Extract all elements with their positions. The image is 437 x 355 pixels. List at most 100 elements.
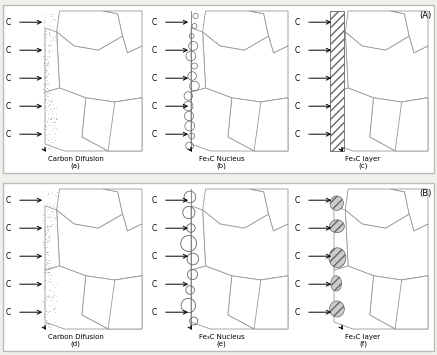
Point	[51, 34, 58, 40]
Text: C: C	[295, 196, 300, 205]
Point	[46, 202, 53, 208]
Point	[50, 306, 57, 312]
Point	[41, 246, 48, 251]
Point	[45, 260, 52, 266]
Point	[45, 261, 52, 266]
Point	[47, 42, 54, 48]
Text: C: C	[6, 224, 11, 233]
Point	[49, 134, 56, 140]
Point	[48, 99, 55, 104]
Text: Fe₃C layer: Fe₃C layer	[345, 156, 381, 162]
Point	[44, 93, 51, 99]
Point	[46, 324, 53, 330]
Point	[40, 241, 47, 247]
Point	[47, 115, 54, 120]
Point	[43, 321, 50, 327]
Point	[45, 294, 52, 300]
Point	[49, 203, 56, 208]
Point	[49, 47, 55, 53]
Point	[44, 321, 51, 327]
Point	[52, 208, 59, 213]
Point	[42, 122, 49, 128]
Point	[42, 320, 49, 326]
Point	[41, 59, 48, 65]
Point	[44, 120, 51, 125]
Point	[45, 211, 52, 217]
Point	[42, 251, 49, 257]
Point	[42, 269, 49, 274]
Point	[46, 12, 53, 17]
Point	[41, 284, 48, 290]
Point	[48, 208, 55, 214]
Point	[40, 323, 47, 329]
Point	[41, 188, 48, 194]
Point	[46, 46, 53, 52]
Point	[42, 232, 49, 238]
Point	[43, 311, 50, 317]
Point	[41, 117, 48, 122]
Point	[42, 238, 49, 244]
Point	[45, 321, 52, 326]
Point	[45, 293, 52, 298]
Point	[41, 240, 48, 245]
Point	[45, 64, 52, 69]
Point	[42, 46, 49, 51]
Polygon shape	[203, 32, 288, 102]
Point	[47, 278, 54, 283]
Polygon shape	[191, 266, 254, 329]
Point	[41, 12, 48, 18]
Point	[42, 236, 49, 241]
Text: C: C	[6, 196, 11, 205]
Point	[49, 221, 55, 227]
Point	[41, 111, 48, 117]
Point	[42, 244, 49, 250]
Point	[43, 56, 50, 62]
Text: Fe₃C Nucleus: Fe₃C Nucleus	[199, 334, 244, 340]
Point	[42, 320, 49, 325]
Point	[46, 260, 53, 266]
Point	[40, 86, 47, 92]
Point	[49, 296, 55, 301]
Point	[42, 67, 49, 73]
Point	[44, 42, 51, 48]
Point	[49, 34, 56, 40]
Polygon shape	[334, 88, 395, 151]
Point	[45, 97, 52, 103]
Point	[50, 123, 57, 129]
Ellipse shape	[329, 301, 344, 317]
Point	[46, 269, 53, 274]
Polygon shape	[57, 210, 142, 280]
Point	[45, 61, 52, 67]
Text: C: C	[295, 102, 300, 111]
Text: C: C	[6, 280, 11, 289]
Point	[41, 137, 48, 142]
Point	[44, 71, 51, 77]
Point	[40, 41, 47, 47]
Polygon shape	[228, 98, 288, 151]
Point	[44, 223, 51, 229]
Point	[45, 29, 52, 35]
Point	[46, 101, 53, 107]
Text: C: C	[152, 280, 157, 289]
Point	[39, 324, 46, 330]
Point	[53, 24, 60, 30]
Point	[45, 320, 52, 326]
Point	[42, 255, 49, 260]
Text: C: C	[152, 196, 157, 205]
Point	[49, 127, 55, 133]
Point	[43, 135, 50, 141]
Point	[46, 276, 53, 282]
Point	[44, 62, 51, 68]
Point	[40, 88, 47, 93]
Point	[44, 237, 51, 243]
Point	[41, 142, 48, 148]
Point	[43, 250, 50, 255]
Point	[42, 271, 49, 277]
Point	[44, 226, 51, 232]
Point	[53, 116, 60, 121]
Text: C: C	[295, 130, 300, 139]
Point	[49, 98, 56, 104]
Point	[52, 299, 59, 304]
Point	[40, 53, 47, 59]
Point	[50, 16, 57, 22]
